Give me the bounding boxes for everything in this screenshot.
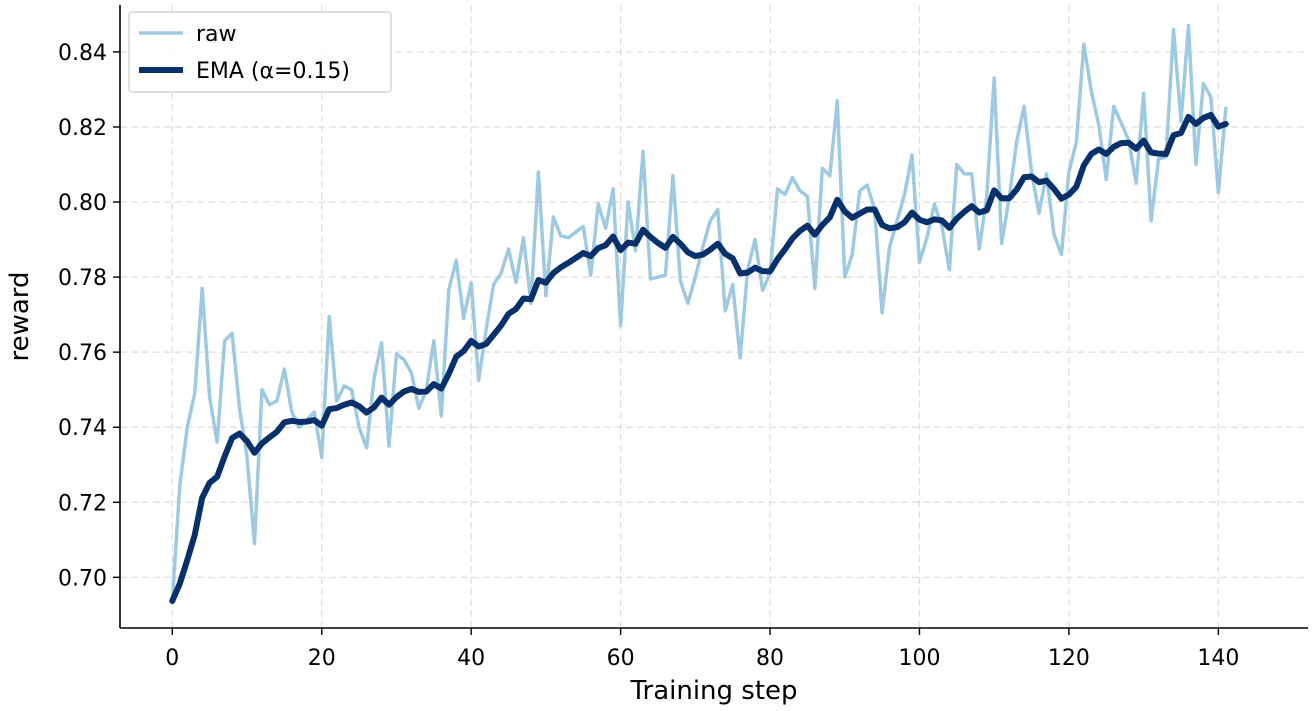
x-ticks: 0 20 40 60 80 100 120 140 <box>165 628 1239 671</box>
x-tick-label: 0 <box>165 646 179 671</box>
x-tick-label: 40 <box>457 646 485 671</box>
x-axis-label: Training step <box>629 676 797 706</box>
legend-label-raw: raw <box>196 22 237 47</box>
series-line-ema <box>169 111 1229 604</box>
y-tick-label: 0.82 <box>58 116 107 141</box>
y-axis-label: reward <box>5 271 35 361</box>
y-ticks: 0.70 0.72 0.74 0.76 0.78 0.80 0.82 0.84 <box>58 41 120 591</box>
y-tick-label: 0.80 <box>58 191 107 216</box>
y-tick-label: 0.70 <box>58 566 107 591</box>
legend: raw EMA (α=0.15) <box>128 11 392 93</box>
grid-lines <box>120 5 1308 628</box>
y-tick-label: 0.78 <box>58 266 107 291</box>
y-tick-label: 0.74 <box>58 416 107 441</box>
x-tick-label: 20 <box>308 646 336 671</box>
axes <box>119 5 1308 629</box>
x-tick-label: 100 <box>898 646 940 671</box>
x-tick-label: 60 <box>607 646 635 671</box>
x-tick-label: 80 <box>756 646 784 671</box>
series-lines <box>169 23 1229 604</box>
y-tick-label: 0.76 <box>58 341 107 366</box>
x-tick-label: 140 <box>1197 646 1239 671</box>
series-line-raw <box>170 23 1228 603</box>
y-tick-label: 0.84 <box>58 41 107 66</box>
legend-box <box>128 11 392 93</box>
legend-label-ema: EMA (α=0.15) <box>196 59 350 84</box>
y-tick-label: 0.72 <box>58 491 107 516</box>
x-tick-label: 120 <box>1048 646 1090 671</box>
